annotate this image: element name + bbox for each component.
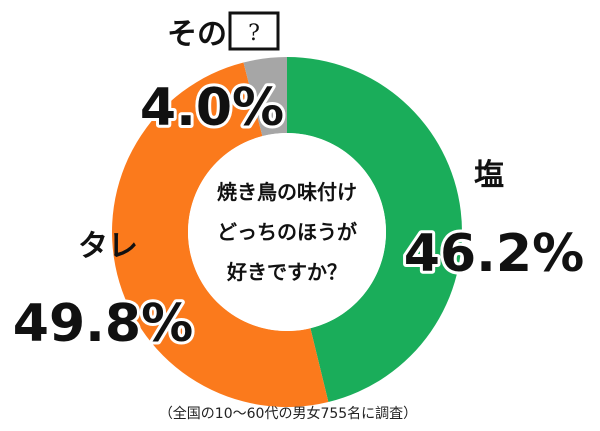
center-question-line: どっちのほうが [217, 220, 357, 244]
survey-footnote: （全国の10〜60代の男女755名に調査） [159, 405, 417, 422]
question-box-text: ? [248, 21, 260, 46]
center-question-line: 焼き鳥の味付け [217, 180, 357, 204]
value-label-shio: 46.2% [404, 224, 584, 284]
slice-shio [287, 57, 462, 403]
slice-sonota [243, 57, 287, 137]
label-shio: 塩 [474, 158, 504, 193]
label-sonota: その [167, 17, 227, 52]
center-question: 焼き鳥の味付けどっちのほうが好きですか？ [217, 180, 357, 284]
center-question-line: 好きですか？ [226, 260, 347, 284]
value-label-sonota: 4.0% [140, 78, 284, 138]
label-tare: タレ [78, 229, 138, 264]
donut-center-hole [188, 133, 386, 331]
slice-tare [112, 62, 329, 407]
question-box: ? [228, 11, 280, 51]
value-label-tare: 49.8% [13, 294, 193, 354]
donut-slices [112, 57, 462, 407]
